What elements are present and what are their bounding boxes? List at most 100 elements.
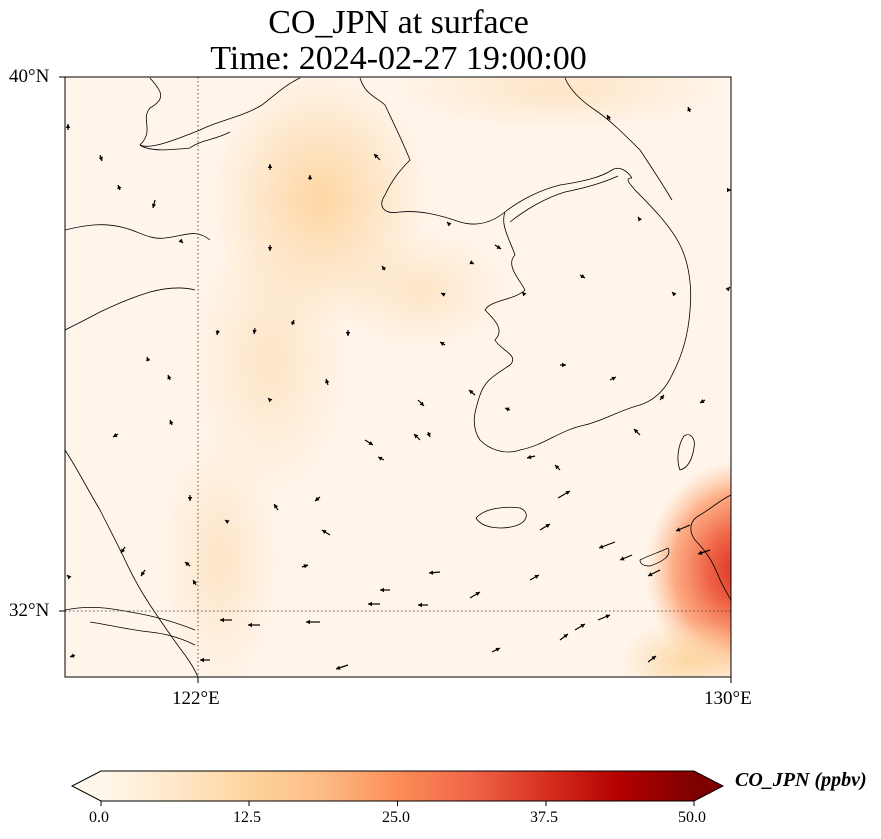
wind-vector-head bbox=[193, 580, 197, 585]
axis-tick-marks bbox=[59, 76, 732, 683]
wind-vector-head bbox=[672, 292, 677, 297]
wind-vector-head bbox=[113, 433, 118, 437]
wind-vector-head bbox=[267, 164, 273, 168]
wind-vector-head bbox=[638, 217, 643, 222]
wind-vector-head bbox=[325, 379, 330, 384]
wind-vector-head bbox=[178, 238, 183, 243]
wind-vector-head bbox=[651, 656, 656, 661]
wind-vector-head bbox=[146, 357, 151, 362]
wind-vector-head bbox=[220, 617, 224, 623]
colorbar-gradient bbox=[101, 771, 694, 801]
wind-vector-head bbox=[527, 454, 532, 460]
wind-vector-head bbox=[368, 601, 372, 607]
wind-vector-head bbox=[307, 175, 313, 179]
colorbar-tick-37-5: 37.5 bbox=[530, 809, 558, 826]
colorbar bbox=[70, 770, 725, 806]
map-frame bbox=[64, 76, 732, 678]
wind-vector-head bbox=[580, 624, 585, 628]
wind-vector-head bbox=[169, 420, 174, 425]
wind-vector-head bbox=[70, 653, 75, 658]
wind-vector-head bbox=[698, 550, 703, 555]
colorbar-extend-max bbox=[694, 771, 723, 801]
wind-vector-head bbox=[374, 154, 379, 159]
wind-vector-head bbox=[634, 429, 639, 434]
wind-vector-head bbox=[426, 432, 431, 437]
wind-vector-head bbox=[648, 572, 653, 577]
wind-vector-head bbox=[117, 185, 122, 190]
wind-vector-head bbox=[274, 504, 279, 509]
wind-vector-head bbox=[599, 544, 604, 549]
wind-vector-head bbox=[676, 527, 681, 532]
wind-vector-head bbox=[429, 570, 434, 575]
wind-vector-head bbox=[440, 342, 445, 346]
wind-vector-head bbox=[215, 330, 220, 335]
colorbar-tick-0: 0.0 bbox=[89, 809, 109, 826]
wind-vector-head bbox=[545, 524, 550, 528]
wind-vector-head bbox=[98, 156, 103, 161]
wind-vector-head bbox=[121, 548, 126, 553]
wind-vector-head bbox=[659, 395, 664, 400]
wind-vector-head bbox=[496, 244, 501, 249]
wind-vector-head bbox=[495, 647, 500, 652]
wind-vector-head bbox=[306, 619, 310, 625]
wind-vector-head bbox=[687, 107, 692, 112]
wind-vector-head bbox=[605, 614, 610, 619]
wind-vector-head bbox=[151, 203, 157, 208]
wind-vector-head bbox=[252, 329, 257, 334]
wind-vector-head bbox=[419, 401, 424, 406]
wind-vector-field bbox=[65, 106, 731, 670]
wind-vector-head bbox=[322, 530, 327, 534]
wind-vector-head bbox=[469, 260, 474, 265]
chart-title: CO_JPN at surface bbox=[268, 4, 529, 41]
wind-vector-head bbox=[141, 571, 146, 576]
wind-vector-head bbox=[200, 657, 204, 663]
colorbar-label: CO_JPN (ppbv) bbox=[735, 769, 867, 791]
wind-vector-head bbox=[336, 665, 341, 670]
wind-vector-head bbox=[248, 622, 252, 628]
wind-vector-head bbox=[187, 497, 193, 501]
chart-subtitle: Time: 2024-02-27 19:00:00 bbox=[210, 40, 587, 77]
wind-vector-head bbox=[505, 407, 510, 412]
wind-vector-head bbox=[225, 520, 230, 525]
wind-vector-head bbox=[303, 564, 308, 569]
wind-vector-head bbox=[611, 376, 616, 381]
wind-vector-head bbox=[727, 187, 731, 193]
lat-tick-label-40: 40°N bbox=[9, 66, 50, 87]
wind-vector-head bbox=[725, 287, 730, 292]
wind-vector-head bbox=[522, 292, 527, 297]
co-concentration-field bbox=[65, 77, 731, 677]
lon-tick-label-122: 122°E bbox=[172, 688, 220, 709]
wind-vector-head bbox=[65, 124, 71, 128]
coastlines bbox=[65, 77, 731, 677]
wind-vector-head bbox=[441, 292, 446, 297]
wind-vector-head bbox=[565, 491, 570, 495]
lon-tick-label-130: 130°E bbox=[704, 688, 752, 709]
wind-vector-head bbox=[345, 332, 351, 336]
wind-vector-head bbox=[418, 602, 422, 608]
gridlines bbox=[65, 77, 731, 677]
wind-vector-head bbox=[447, 222, 452, 227]
lat-tick-label-32: 32°N bbox=[9, 600, 50, 621]
wind-vector-head bbox=[562, 362, 566, 368]
wind-vector-head bbox=[563, 634, 568, 639]
wind-vector-head bbox=[268, 398, 273, 403]
wind-vector-head bbox=[185, 562, 190, 567]
colorbar-tick-25: 25.0 bbox=[382, 809, 410, 826]
wind-vector-head bbox=[267, 247, 273, 251]
wind-vector-head bbox=[475, 592, 480, 596]
wind-vector-head bbox=[368, 441, 373, 445]
wind-vector-head bbox=[382, 266, 387, 271]
wind-vector-head bbox=[607, 115, 611, 120]
colorbar-tick-12-5: 12.5 bbox=[233, 809, 261, 826]
wind-vector-head bbox=[378, 456, 383, 461]
colorbar-extend-min bbox=[72, 771, 101, 801]
wind-vector-head bbox=[534, 575, 539, 579]
wind-vector-head bbox=[469, 390, 474, 395]
wind-vector-head bbox=[167, 375, 172, 380]
wind-vector-head bbox=[620, 556, 625, 561]
wind-vector-head bbox=[290, 320, 295, 325]
colorbar-tick-50: 50.0 bbox=[678, 809, 706, 826]
wind-vector-head bbox=[380, 587, 384, 593]
wind-vector-head bbox=[414, 434, 419, 439]
